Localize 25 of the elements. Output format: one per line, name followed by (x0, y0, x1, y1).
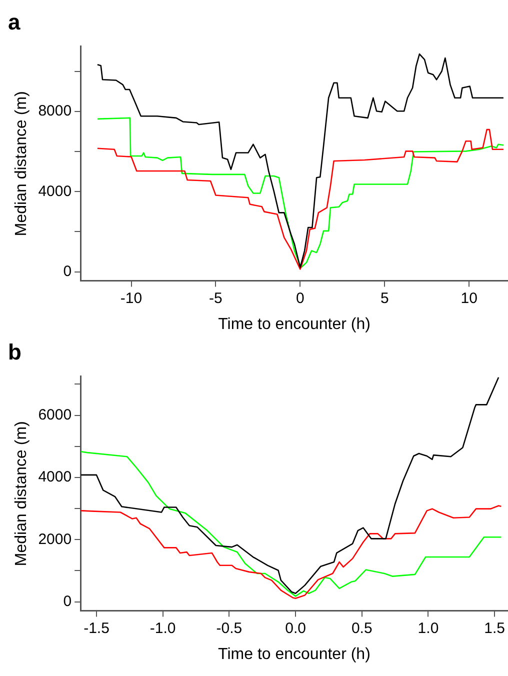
y-tick-label: 2000 (38, 530, 72, 548)
y-tick-label: 0 (63, 592, 72, 610)
y-tick-label: 6000 (38, 406, 72, 424)
x-tick-label: 1.0 (418, 620, 439, 637)
x-tick-label: 0.5 (351, 620, 372, 637)
x-tick-label: 0 (296, 290, 304, 307)
y-tick-label: 4000 (38, 468, 72, 486)
chart-title: b (8, 339, 22, 364)
y-axis-title: Median distance (m) (13, 91, 30, 236)
x-tick-label: -1.0 (150, 620, 176, 637)
x-tick-label: -1.5 (84, 620, 110, 637)
x-axis-title: Time to encounter (h) (218, 316, 370, 333)
y-axis-title: Median distance (m) (13, 421, 30, 566)
y-tick-label: 4000 (38, 182, 72, 200)
x-tick-label: 0.0 (285, 620, 306, 637)
x-tick-label: 10 (460, 290, 478, 307)
y-tick-label: 0 (63, 262, 72, 280)
x-tick-label: -10 (120, 290, 142, 307)
chart-title: a (8, 9, 21, 34)
x-tick-label: -5 (209, 290, 222, 307)
x-tick-label: 1.5 (484, 620, 506, 637)
x-tick-label: 5 (380, 290, 389, 307)
x-tick-label: -0.5 (216, 620, 242, 637)
y-tick-label: 8000 (38, 102, 72, 120)
x-axis-title: Time to encounter (h) (218, 646, 370, 663)
